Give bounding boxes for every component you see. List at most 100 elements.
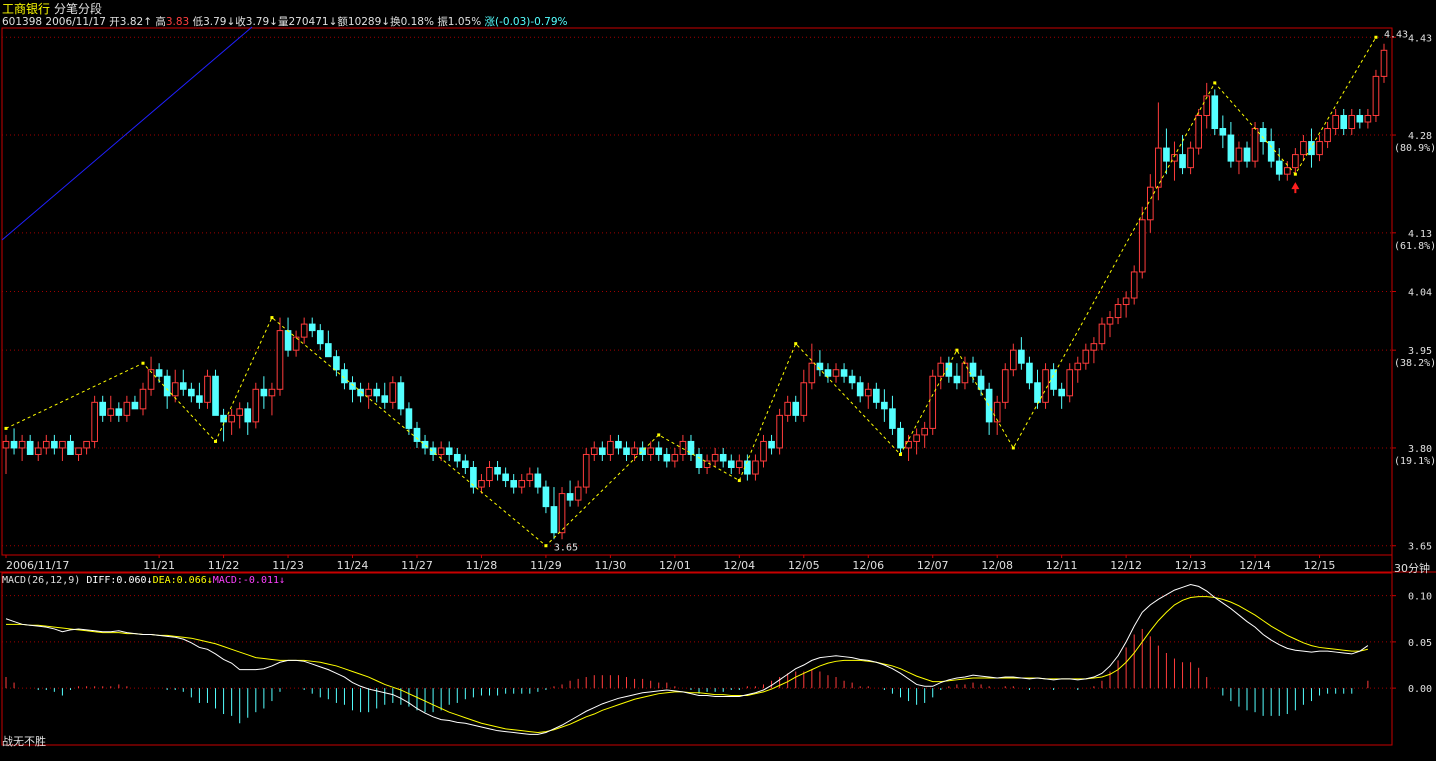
candle-body — [1235, 147, 1243, 162]
zigzag-pivot — [794, 342, 798, 346]
change-label: 涨 — [484, 16, 496, 28]
open-value: 开3.82 — [109, 16, 144, 28]
candle — [1203, 82, 1211, 129]
candle — [985, 382, 993, 435]
candle — [75, 447, 82, 461]
candle-body — [99, 401, 107, 416]
candle — [824, 363, 832, 383]
candle-body — [1098, 323, 1106, 345]
candle — [639, 441, 646, 461]
candle-body — [550, 506, 558, 534]
candle — [196, 382, 203, 409]
candle — [1211, 89, 1219, 136]
candle-body — [349, 382, 356, 390]
candle-body — [768, 440, 775, 449]
candle-body — [518, 480, 526, 488]
candle-body — [1155, 147, 1162, 188]
candle — [784, 395, 791, 422]
candle — [139, 382, 147, 416]
candle — [405, 402, 413, 435]
date-tick-label: 11/22 — [208, 559, 240, 572]
macd-tick-label: 0.10 — [1408, 592, 1432, 603]
candle-body — [615, 440, 622, 449]
candle-body — [1219, 128, 1227, 136]
candle-body — [107, 408, 115, 416]
candle — [179, 369, 187, 396]
date-tick-label: 11/23 — [272, 559, 304, 572]
candle-body — [1324, 128, 1331, 143]
candle — [1243, 141, 1251, 168]
low-value: 低3.79 — [192, 16, 227, 28]
candle — [1066, 363, 1074, 403]
candle-body — [381, 395, 389, 403]
zigzag-pivot — [214, 439, 218, 443]
candle — [1026, 356, 1033, 390]
candle-body — [268, 388, 276, 397]
candle — [856, 376, 864, 403]
fib-level-label: (80.9%) — [1394, 143, 1436, 154]
candle-body — [977, 375, 985, 390]
candle — [59, 440, 66, 461]
candle-body — [736, 460, 743, 469]
candle — [325, 330, 332, 358]
date-axis: 2006/11/17 11/21 11/22 11/23 11/24 11/27 11/28… — [5, 555, 1335, 572]
diff-line — [5, 584, 1369, 735]
candle — [357, 382, 364, 403]
candle — [341, 363, 348, 390]
change-value: (-0.03)-0.79% — [495, 16, 568, 28]
candle-body — [752, 460, 759, 475]
candle — [897, 421, 904, 455]
candle — [1356, 108, 1364, 129]
zigzag-pivot — [141, 361, 145, 365]
candle — [1082, 343, 1090, 370]
candle — [1283, 161, 1291, 181]
candle-body — [445, 447, 453, 455]
candle — [1292, 148, 1299, 175]
candle-body — [719, 453, 727, 462]
candle — [453, 447, 461, 468]
macd-arrow-icon: ↓ — [279, 575, 286, 586]
date-tick-label: 11/24 — [337, 559, 369, 572]
candle — [1018, 337, 1025, 370]
candle — [42, 434, 50, 455]
candle-body — [1372, 75, 1380, 116]
candle-body — [848, 375, 856, 384]
date-tick-label: 11/28 — [466, 559, 498, 572]
candle — [647, 441, 654, 461]
code-date: 601398 2006/11/17 — [2, 16, 106, 28]
candle — [1074, 356, 1082, 383]
candle — [542, 480, 550, 514]
turnover-value: 换0.18% — [390, 16, 434, 28]
candle — [1058, 382, 1065, 409]
candle-body — [373, 388, 381, 397]
candle-body — [188, 388, 195, 397]
dea-line — [6, 596, 1368, 734]
amplitude-value: 振1.05% — [437, 16, 482, 28]
candle — [1235, 141, 1243, 175]
price-tick-label: 4.04 — [1408, 288, 1432, 299]
macd-indicator-name[interactable]: MACD(26,12,9) — [2, 575, 81, 586]
date-tick-label: 11/29 — [530, 559, 562, 572]
candle-body — [1058, 388, 1065, 397]
candle — [590, 441, 598, 461]
candle — [663, 447, 671, 468]
date-tick-label: 12/14 — [1239, 559, 1271, 572]
candle — [913, 428, 920, 455]
candle-body — [727, 460, 735, 469]
candle-body — [1380, 49, 1388, 77]
candle-body — [1018, 349, 1025, 364]
candle — [655, 441, 663, 461]
candle — [534, 467, 542, 494]
chart-mode-label[interactable]: 分笔分段 — [54, 2, 103, 16]
candle-body — [792, 401, 800, 416]
period-label[interactable]: 30分钟 — [1394, 562, 1430, 575]
macd-tick-label: 0.00 — [1408, 684, 1432, 695]
candle — [937, 356, 945, 390]
candle — [34, 441, 42, 461]
candle — [961, 356, 969, 390]
date-tick-label: 2006/11/17 — [6, 559, 69, 572]
candle-body — [1146, 186, 1154, 221]
candle-body — [929, 375, 937, 429]
candle — [421, 434, 429, 455]
